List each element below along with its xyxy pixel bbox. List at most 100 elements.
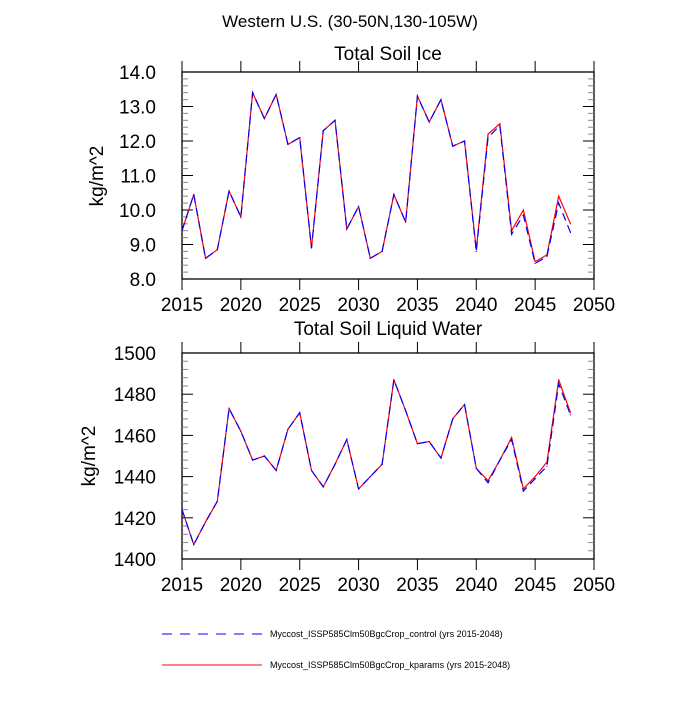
data-point-control <box>299 136 301 139</box>
x-tick-label: 2030 <box>337 295 379 316</box>
data-point-control <box>381 463 383 465</box>
y-tick-label: 9.0 <box>130 236 156 257</box>
data-point-control <box>181 508 183 511</box>
y-tick-label: 1500 <box>114 344 156 365</box>
y-tick-label: 1420 <box>114 509 156 530</box>
data-point-kparams <box>558 379 560 381</box>
data-point-kparams <box>558 195 560 197</box>
data-point-control <box>393 193 395 196</box>
panel-soil-ice: Total Soil Ice kg/m^2 2015 2020 2025 2030 20… <box>87 44 615 316</box>
data-point-control <box>275 93 277 96</box>
data-point-control <box>381 250 383 252</box>
data-point-kparams <box>522 209 524 211</box>
data-point-control <box>452 145 454 147</box>
data-point-control <box>204 257 207 259</box>
data-point-control <box>534 478 536 480</box>
y-tick-label: 13.0 <box>119 98 156 119</box>
plot-frame <box>181 352 595 560</box>
legend-label-kparams: Myccost_ISSP585Clm50BgcCrop_kparams (yrs… <box>270 660 510 670</box>
data-point-control <box>322 486 324 488</box>
data-point-control <box>511 438 513 441</box>
y-tick-label: 1440 <box>114 468 156 489</box>
data-point-kparams <box>534 261 536 263</box>
data-point-control <box>463 140 466 142</box>
data-point-kparams <box>569 223 572 225</box>
x-tick-label: 2025 <box>279 575 321 596</box>
series-line-control <box>181 379 572 547</box>
data-point-control <box>475 250 477 252</box>
data-point-control <box>216 500 218 502</box>
data-point-control <box>357 488 360 490</box>
data-point-control <box>522 214 524 216</box>
data-point-control <box>193 193 195 196</box>
title-soil-liquid: Total Soil Liquid Water <box>294 319 483 340</box>
y-tick-label: 12.0 <box>119 132 156 153</box>
data-point-control <box>369 476 371 478</box>
data-point-control <box>463 403 466 406</box>
data-point-control <box>511 233 513 235</box>
data-point-control <box>499 459 501 461</box>
data-point-control <box>499 124 501 127</box>
data-point-control <box>475 467 477 469</box>
data-point-kparams <box>569 412 572 414</box>
data-point-control <box>522 490 524 492</box>
legend: Myccost_ISSP585Clm50BgcCrop_control (yrs… <box>162 629 510 670</box>
data-point-control <box>346 438 348 441</box>
x-tick-label: 2015 <box>161 295 203 316</box>
title-soil-ice: Total Soil Ice <box>334 44 442 65</box>
data-point-control <box>263 455 265 457</box>
data-point-control <box>440 99 442 101</box>
ylabel-soil-ice: kg/m^2 <box>87 146 108 207</box>
data-point-control <box>228 190 230 192</box>
series-line-kparams <box>181 379 572 547</box>
x-tick-label: 2015 <box>161 575 203 596</box>
data-point-control <box>405 410 407 412</box>
data-point-control <box>558 202 560 204</box>
data-point-control <box>204 521 207 523</box>
data-point-control <box>546 465 548 467</box>
y-tick-label: 10.0 <box>119 201 156 222</box>
panel-soil-liquid: Total Soil Liquid Water kg/m^2 2015 2020 2… <box>79 319 615 596</box>
data-point-control <box>369 257 371 259</box>
data-point-control <box>487 482 489 484</box>
data-point-control <box>428 440 430 443</box>
data-point-control <box>416 95 419 97</box>
data-point-control <box>416 443 419 445</box>
data-point-control <box>275 469 277 472</box>
x-tick-label: 2020 <box>220 575 262 596</box>
data-point-control <box>263 117 265 120</box>
data-point-control <box>287 428 289 430</box>
data-point-control <box>216 249 218 251</box>
y-tick-label: 8.0 <box>130 270 156 291</box>
legend-label-control: Myccost_ISSP585Clm50BgcCrop_control (yrs… <box>270 629 503 639</box>
data-point-control <box>181 230 183 232</box>
y-tick-label: 1460 <box>114 426 156 447</box>
data-point-control <box>240 216 242 218</box>
data-point-control <box>346 228 348 230</box>
data-point-kparams <box>487 133 489 135</box>
data-point-control <box>310 469 313 472</box>
data-point-control <box>287 143 289 146</box>
x-tick-label: 2040 <box>455 575 497 596</box>
y-tick-label: 11.0 <box>120 167 156 188</box>
data-point-control <box>228 408 230 410</box>
y-tick-label: 1480 <box>114 385 156 406</box>
data-point-kparams <box>534 476 536 478</box>
x-tick-label: 2045 <box>514 575 556 596</box>
data-point-control <box>252 459 254 461</box>
x-tick-label: 2020 <box>220 295 262 316</box>
data-point-control <box>452 418 454 420</box>
data-point-control <box>428 121 430 123</box>
data-point-control <box>440 457 442 459</box>
data-point-control <box>569 231 572 234</box>
x-tick-label: 2040 <box>455 295 497 316</box>
y-tick-label: 1400 <box>114 550 156 571</box>
y-tick-label: 14.0 <box>119 63 156 84</box>
ylabel-soil-liquid: kg/m^2 <box>79 426 100 487</box>
x-tick-label: 2030 <box>337 575 379 596</box>
x-tick-label: 2025 <box>279 295 321 316</box>
data-point-control <box>334 119 336 121</box>
data-point-control <box>487 136 489 139</box>
data-point-kparams <box>511 436 513 439</box>
